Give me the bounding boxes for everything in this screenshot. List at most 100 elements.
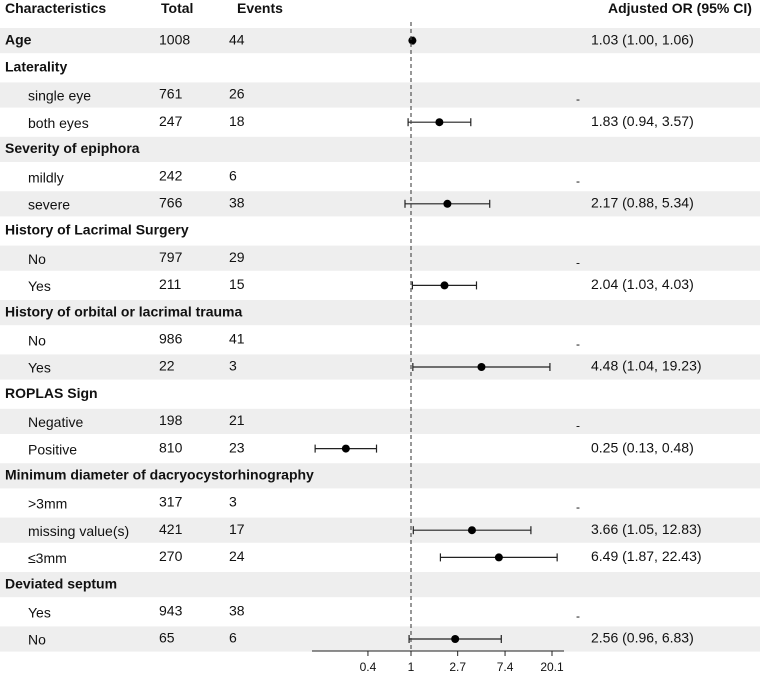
x-tick-label: 20.1 xyxy=(540,660,564,674)
total-value: 421 xyxy=(159,521,183,537)
row-label: severe xyxy=(28,197,70,213)
total-value: 22 xyxy=(159,358,175,374)
row-label: ≤3mm xyxy=(28,550,67,566)
ci-text: 2.04 (1.03, 4.03) xyxy=(591,276,694,292)
point-estimate xyxy=(494,553,503,562)
row-shading xyxy=(0,28,760,54)
ci-text: 2.56 (0.96, 6.83) xyxy=(591,630,694,646)
events-value: 15 xyxy=(229,276,245,292)
events-value: 44 xyxy=(229,31,245,47)
x-tick-label: 7.4 xyxy=(497,660,514,674)
row-label: both eyes xyxy=(28,115,89,131)
group-label: Age xyxy=(5,31,32,47)
ci-text: 2.17 (0.88, 5.34) xyxy=(591,195,694,211)
total-value: 242 xyxy=(159,167,183,183)
header-odds-ratio: Adjusted OR (95% CI) xyxy=(608,0,752,16)
reference-dash: - xyxy=(576,337,580,351)
events-value: 18 xyxy=(229,113,245,129)
x-tick-label: 0.4 xyxy=(360,660,377,674)
point-estimate xyxy=(467,526,476,535)
events-value: 6 xyxy=(229,630,237,646)
total-value: 986 xyxy=(159,331,183,347)
row-shading xyxy=(0,191,760,217)
row-label: Yes xyxy=(28,605,51,621)
events-value: 3 xyxy=(229,494,237,510)
point-estimate xyxy=(443,199,452,208)
events-value: 3 xyxy=(229,358,237,374)
total-value: 1008 xyxy=(159,31,190,47)
row-shading xyxy=(0,572,760,598)
events-value: 24 xyxy=(229,548,245,564)
total-value: 810 xyxy=(159,439,183,455)
ci-text: 1.83 (0.94, 3.57) xyxy=(591,113,694,129)
group-label: History of Lacrimal Surgery xyxy=(5,222,189,238)
group-label: Minimum diameter of dacryocystorhinograp… xyxy=(5,467,314,483)
point-estimate xyxy=(451,635,460,643)
row-shading xyxy=(0,463,760,489)
group-label: Deviated septum xyxy=(5,575,117,591)
row-shading xyxy=(0,245,760,271)
row-label: missing value(s) xyxy=(28,523,129,539)
events-value: 41 xyxy=(229,331,245,347)
point-estimate xyxy=(341,444,350,453)
events-value: 38 xyxy=(229,195,245,211)
x-tick-label: 1 xyxy=(408,660,415,674)
reference-dash: - xyxy=(576,419,580,433)
row-label: No xyxy=(28,251,46,267)
total-value: 211 xyxy=(159,276,182,292)
total-value: 766 xyxy=(159,195,183,211)
events-value: 38 xyxy=(229,603,245,619)
total-value: 198 xyxy=(159,412,183,428)
events-value: 21 xyxy=(229,412,245,428)
row-label: Yes xyxy=(28,278,51,294)
row-label: No xyxy=(28,632,46,648)
total-value: 761 xyxy=(159,86,183,102)
ci-text: 1.03 (1.00, 1.06) xyxy=(591,31,694,47)
row-shading xyxy=(0,354,760,380)
header-characteristics: Characteristics xyxy=(5,0,107,16)
total-value: 797 xyxy=(159,249,183,265)
row-shading xyxy=(0,300,760,326)
row-shading xyxy=(0,82,760,108)
reference-dash: - xyxy=(576,609,580,623)
x-tick-label: 2.7 xyxy=(449,660,466,674)
total-value: 247 xyxy=(159,113,183,129)
reference-dash: - xyxy=(576,500,580,514)
events-value: 6 xyxy=(229,167,237,183)
total-value: 65 xyxy=(159,630,175,646)
header-events: Events xyxy=(237,0,283,16)
row-shading xyxy=(0,136,760,162)
point-estimate xyxy=(435,118,444,127)
reference-dash: - xyxy=(576,174,580,188)
reference-dash: - xyxy=(576,92,580,106)
group-label: Severity of epiphora xyxy=(5,140,140,156)
group-label: ROPLAS Sign xyxy=(5,385,98,401)
row-label: single eye xyxy=(28,88,91,104)
row-shading xyxy=(0,517,760,543)
row-label: Positive xyxy=(28,441,77,457)
ci-text: 6.49 (1.87, 22.43) xyxy=(591,548,702,564)
group-label: History of orbital or lacrimal trauma xyxy=(5,303,242,319)
point-estimate xyxy=(440,281,449,290)
total-value: 943 xyxy=(159,603,183,619)
total-value: 270 xyxy=(159,548,183,564)
ci-text: 3.66 (1.05, 12.83) xyxy=(591,521,702,537)
point-estimate xyxy=(408,36,417,45)
row-label: >3mm xyxy=(28,496,67,512)
row-shading xyxy=(0,626,760,652)
reference-dash: - xyxy=(576,255,580,269)
header-total: Total xyxy=(161,0,194,16)
point-estimate xyxy=(477,363,486,371)
events-value: 23 xyxy=(229,439,245,455)
events-value: 29 xyxy=(229,249,245,265)
row-shading xyxy=(0,408,760,434)
ci-text: 0.25 (0.13, 0.48) xyxy=(591,439,694,455)
ci-text: 4.48 (1.04, 19.23) xyxy=(591,358,702,374)
total-value: 317 xyxy=(159,494,183,510)
group-label: Laterality xyxy=(5,59,67,75)
events-value: 26 xyxy=(229,86,245,102)
row-label: No xyxy=(28,333,46,349)
row-label: Yes xyxy=(28,360,51,376)
row-label: Negative xyxy=(28,414,83,430)
